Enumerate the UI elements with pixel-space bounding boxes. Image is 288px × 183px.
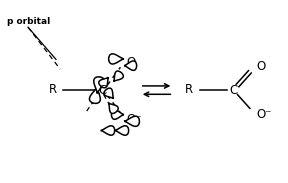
Text: R: R (49, 83, 57, 96)
Polygon shape (114, 71, 123, 82)
Polygon shape (101, 126, 115, 135)
Text: p orbital: p orbital (7, 17, 50, 27)
Text: O⁻: O⁻ (256, 108, 272, 121)
Polygon shape (94, 77, 105, 94)
Polygon shape (115, 126, 129, 135)
Text: C: C (98, 84, 106, 97)
Polygon shape (104, 88, 114, 99)
Polygon shape (111, 110, 124, 119)
Text: C: C (229, 84, 238, 97)
Polygon shape (90, 87, 100, 103)
Text: O⁻: O⁻ (127, 113, 142, 126)
Polygon shape (109, 103, 118, 113)
Text: O: O (256, 60, 266, 73)
Polygon shape (124, 61, 137, 70)
Text: R: R (185, 83, 193, 96)
Polygon shape (99, 77, 109, 88)
Polygon shape (109, 54, 124, 64)
Text: O: O (127, 56, 136, 69)
Polygon shape (124, 116, 139, 126)
